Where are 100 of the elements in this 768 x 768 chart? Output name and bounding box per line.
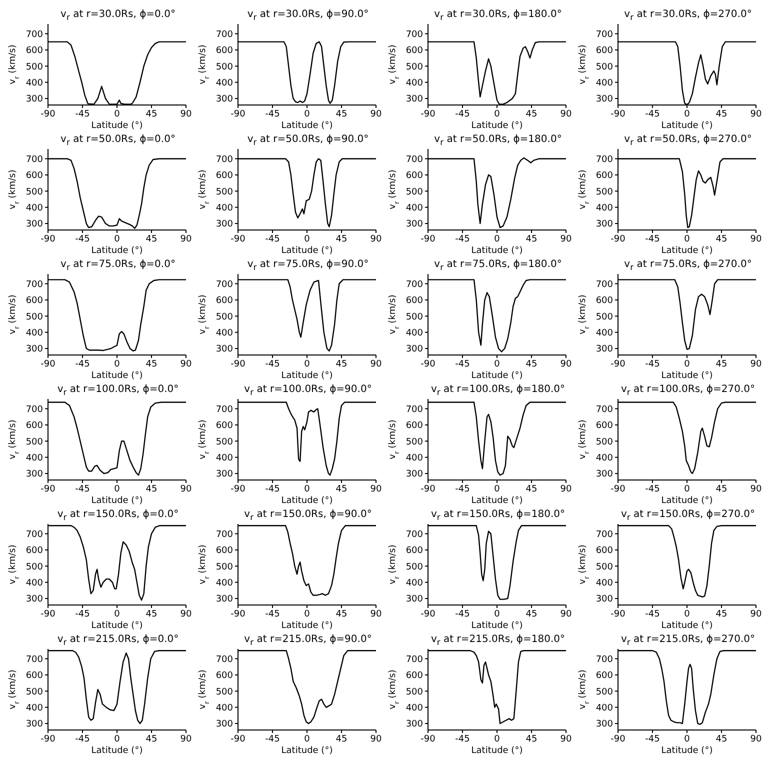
x-tick-label: 90 [370, 359, 382, 370]
y-tick-label: 300 [596, 94, 614, 105]
x-tick-label: -45 [455, 484, 470, 494]
x-tick-label: 90 [180, 484, 192, 494]
y-tick-label: 400 [216, 578, 234, 589]
y-tick-label: 300 [596, 220, 614, 230]
y-tick-label: 300 [596, 594, 614, 605]
chart-title: v$_{r}$ at r=30.0Rs, ϕ=90.0° [246, 8, 370, 22]
x-axis-title: Latitude (°) [471, 746, 523, 756]
y-tick-label: 300 [596, 344, 614, 355]
y-tick-label: 600 [216, 46, 234, 56]
x-tick-label: 45 [146, 734, 158, 744]
chart-title: v$_{r}$ at r=150.0Rs, ϕ=180.0° [430, 508, 566, 522]
x-tick-label: 0 [684, 609, 690, 620]
x-tick-label: 0 [114, 484, 120, 494]
chart-title: v$_{r}$ at r=100.0Rs, ϕ=90.0° [243, 383, 373, 397]
chart-title: v$_{r}$ at r=215.0Rs, ϕ=0.0° [56, 633, 180, 647]
y-tick-label: 300 [26, 94, 44, 105]
x-tick-label: 45 [526, 109, 538, 120]
y-tick-label: 300 [596, 470, 614, 480]
y-tick-label: 300 [26, 220, 44, 230]
x-tick-label: 0 [304, 109, 310, 120]
y-tick-label: 600 [596, 171, 614, 182]
y-tick-label: 600 [26, 46, 44, 56]
x-tick-label: 0 [494, 109, 500, 120]
x-tick-label: -90 [230, 109, 246, 120]
chart-title: v$_{r}$ at r=50.0Rs, ϕ=180.0° [433, 133, 563, 147]
y-tick-label: 700 [26, 154, 44, 165]
y-tick-label: 700 [216, 30, 234, 40]
y-tick-label: 400 [596, 204, 614, 214]
x-tick-label: 45 [716, 109, 728, 120]
y-tick-label: 300 [216, 594, 234, 605]
x-axis-title: Latitude (°) [471, 121, 523, 131]
x-tick-label: 90 [180, 234, 192, 244]
y-tick-label: 500 [26, 687, 44, 698]
y-tick-label: 500 [26, 437, 44, 448]
y-tick-label: 300 [216, 720, 234, 730]
y-tick-label: 700 [596, 280, 614, 290]
y-tick-label: 700 [26, 280, 44, 290]
y-tick-label: 400 [406, 704, 424, 714]
y-tick-label: 400 [26, 578, 44, 589]
x-tick-label: -45 [455, 734, 470, 744]
x-tick-label: 90 [750, 484, 762, 494]
x-tick-label: 0 [684, 234, 690, 244]
x-tick-label: 0 [304, 234, 310, 244]
y-tick-label: 400 [406, 204, 424, 214]
chart-title: v$_{r}$ at r=30.0Rs, ϕ=270.0° [623, 8, 753, 22]
y-tick-label: 500 [406, 312, 424, 322]
y-tick-label: 700 [596, 404, 614, 415]
x-axis-title: Latitude (°) [281, 496, 333, 506]
x-tick-label: 0 [494, 609, 500, 620]
y-tick-label: 600 [596, 296, 614, 306]
x-tick-label: 90 [180, 734, 192, 744]
y-tick-label: 400 [596, 78, 614, 89]
x-tick-label: -45 [265, 359, 280, 370]
x-tick-label: 0 [494, 734, 500, 744]
y-tick-label: 300 [406, 344, 424, 355]
y-tick-label: 500 [406, 187, 424, 198]
y-tick-label: 600 [26, 296, 44, 306]
y-tick-label: 500 [26, 187, 44, 198]
y-tick-label: 500 [596, 62, 614, 72]
x-tick-label: -45 [645, 109, 660, 120]
y-tick-label: 600 [26, 546, 44, 556]
x-tick-label: 0 [304, 484, 310, 494]
chart-title: v$_{r}$ at r=75.0Rs, ϕ=90.0° [246, 258, 370, 272]
y-tick-label: 700 [596, 30, 614, 40]
y-tick-label: 400 [406, 454, 424, 464]
y-tick-label: 500 [26, 312, 44, 322]
x-tick-label: -45 [75, 109, 90, 120]
x-tick-label: 0 [304, 734, 310, 744]
y-tick-label: 700 [216, 530, 234, 540]
y-tick-label: 700 [596, 654, 614, 665]
x-axis-title: Latitude (°) [281, 621, 333, 631]
x-tick-label: -90 [420, 609, 436, 620]
y-tick-label: 400 [216, 704, 234, 714]
chart-title: v$_{r}$ at r=75.0Rs, ϕ=180.0° [433, 258, 563, 272]
y-tick-label: 500 [406, 562, 424, 572]
y-tick-label: 500 [596, 187, 614, 198]
y-tick-label: 500 [26, 62, 44, 72]
y-tick-label: 700 [26, 530, 44, 540]
x-tick-label: 90 [560, 609, 572, 620]
y-tick-label: 600 [406, 546, 424, 556]
x-tick-label: 0 [114, 609, 120, 620]
x-axis-title: Latitude (°) [471, 371, 523, 381]
y-tick-label: 600 [406, 421, 424, 432]
x-tick-label: -90 [610, 359, 626, 370]
y-tick-label: 500 [596, 312, 614, 322]
chart-title: v$_{r}$ at r=75.0Rs, ϕ=270.0° [623, 258, 753, 272]
x-tick-label: -45 [455, 109, 470, 120]
y-tick-label: 500 [216, 562, 234, 572]
chart-title: v$_{r}$ at r=100.0Rs, ϕ=180.0° [430, 383, 566, 397]
x-tick-label: 0 [114, 734, 120, 744]
y-tick-label: 300 [406, 720, 424, 730]
x-tick-label: -90 [40, 359, 56, 370]
chart-title: v$_{r}$ at r=100.0Rs, ϕ=270.0° [620, 383, 756, 397]
y-tick-label: 700 [216, 654, 234, 665]
chart-title: v$_{r}$ at r=150.0Rs, ϕ=0.0° [56, 508, 180, 522]
y-tick-label: 400 [26, 204, 44, 214]
x-tick-label: -45 [75, 359, 90, 370]
x-tick-label: 90 [750, 109, 762, 120]
